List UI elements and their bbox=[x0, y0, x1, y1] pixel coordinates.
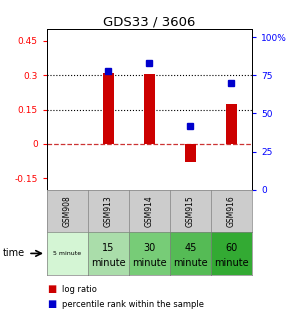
Text: minute: minute bbox=[91, 258, 126, 268]
Text: minute: minute bbox=[173, 258, 208, 268]
Text: minute: minute bbox=[214, 258, 249, 268]
Text: 30: 30 bbox=[143, 243, 156, 253]
Text: 45: 45 bbox=[184, 243, 197, 253]
Text: GSM913: GSM913 bbox=[104, 195, 113, 227]
Text: percentile rank within the sample: percentile rank within the sample bbox=[62, 300, 204, 309]
Text: log ratio: log ratio bbox=[62, 285, 96, 294]
Bar bbox=[144, 74, 155, 144]
Bar bbox=[185, 144, 196, 162]
Text: 15: 15 bbox=[102, 243, 115, 253]
Text: GSM915: GSM915 bbox=[186, 195, 195, 227]
Bar bbox=[103, 73, 114, 144]
Text: minute: minute bbox=[132, 258, 167, 268]
Text: ■: ■ bbox=[47, 284, 56, 294]
Title: GDS33 / 3606: GDS33 / 3606 bbox=[103, 15, 196, 28]
Text: 60: 60 bbox=[225, 243, 238, 253]
Text: GSM916: GSM916 bbox=[227, 195, 236, 227]
Text: GSM914: GSM914 bbox=[145, 195, 154, 227]
Text: time: time bbox=[3, 249, 25, 258]
Text: 5 minute: 5 minute bbox=[53, 251, 81, 256]
Text: GSM908: GSM908 bbox=[63, 195, 72, 227]
Text: ■: ■ bbox=[47, 299, 56, 309]
Bar bbox=[226, 104, 237, 144]
